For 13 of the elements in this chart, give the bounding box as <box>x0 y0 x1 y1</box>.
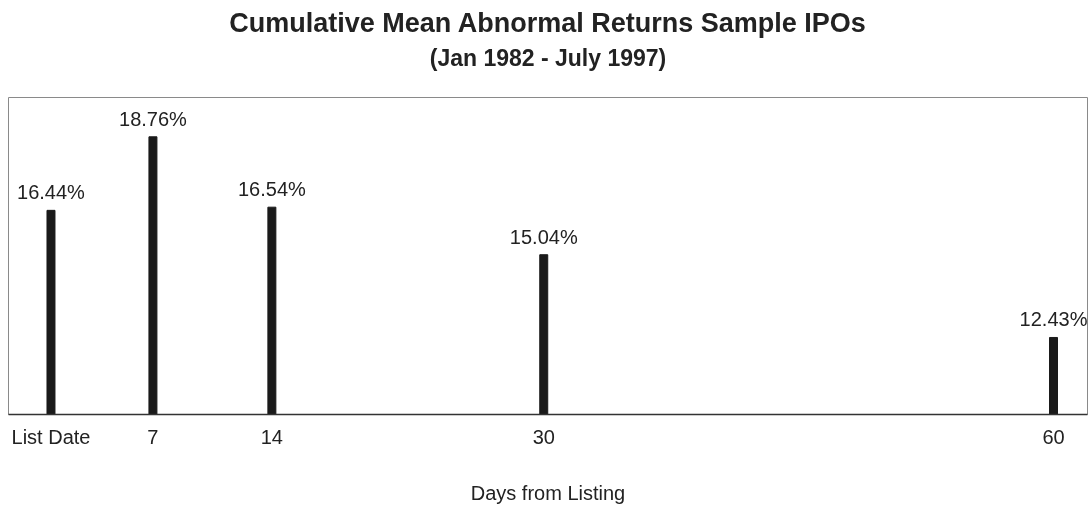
x-tick-label: 14 <box>260 425 283 448</box>
data-label: 18.76% <box>119 107 188 130</box>
x-axis-title: Days from Listing <box>470 481 626 504</box>
chart-title: Cumulative Mean Abnormal Returns Sample IPOs <box>229 7 866 38</box>
data-label: 16.54% <box>237 178 307 201</box>
chart-subtitle: (Jan 1982 - July 1997) <box>429 44 667 71</box>
data-label: 15.04% <box>509 225 578 248</box>
data-label: 12.43% <box>1019 308 1088 331</box>
x-tick-label: 7 <box>147 425 159 448</box>
x-tick-label: 30 <box>532 425 555 448</box>
x-tick-label: 60 <box>1042 425 1065 448</box>
data-label: 16.44% <box>17 181 86 204</box>
x-tick-label: List Date <box>11 425 91 448</box>
